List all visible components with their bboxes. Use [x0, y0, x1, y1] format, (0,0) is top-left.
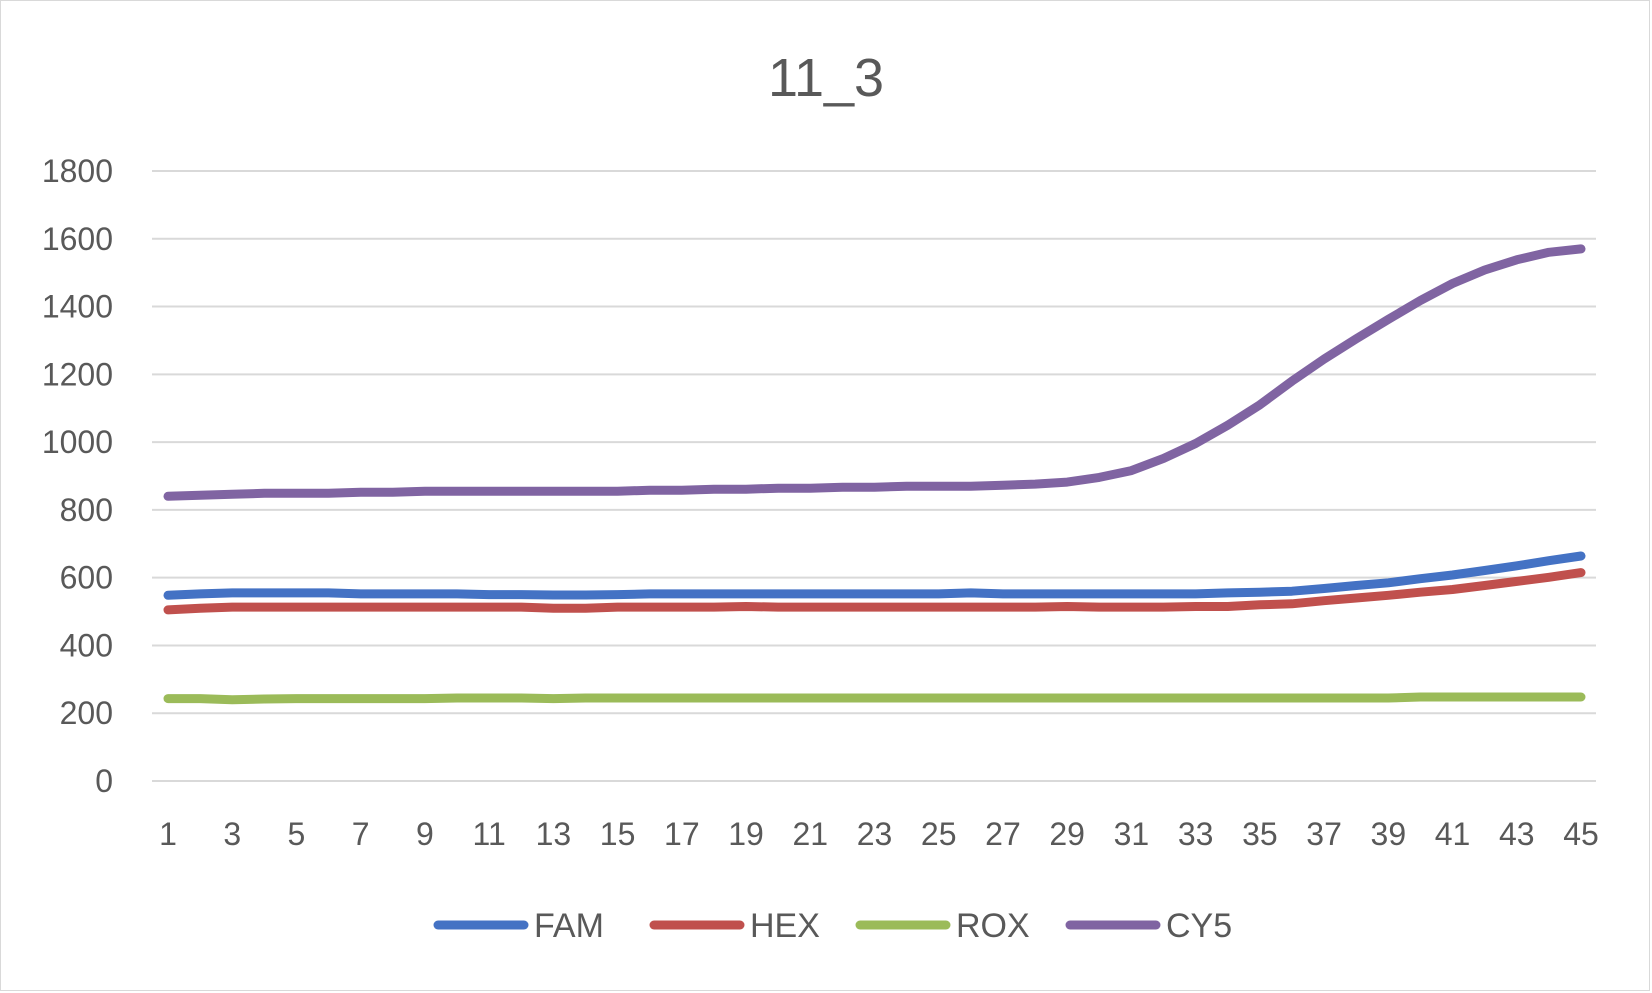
- x-tick-label: 19: [728, 816, 764, 852]
- x-tick-label: 31: [1114, 816, 1150, 852]
- y-tick-label: 1200: [42, 356, 113, 392]
- x-tick-label: 23: [857, 816, 893, 852]
- series-line-hex: [163, 568, 1586, 615]
- series-line-fam: [163, 551, 1586, 600]
- x-tick-label: 21: [792, 816, 828, 852]
- x-tick-label: 9: [416, 816, 434, 852]
- y-tick-label: 600: [60, 560, 113, 596]
- legend-label-fam: FAM: [534, 907, 604, 945]
- y-tick-label: 1600: [42, 221, 113, 257]
- x-tick-label: 41: [1435, 816, 1471, 852]
- x-tick-label: 33: [1178, 816, 1214, 852]
- y-tick-label: 1400: [42, 289, 113, 325]
- legend-label-rox: ROX: [956, 907, 1030, 945]
- x-tick-label: 17: [664, 816, 700, 852]
- y-axis-ticks: 0 200 400 600 800 1000 1200 1400 1600 1800: [42, 153, 113, 799]
- x-tick-label: 5: [288, 816, 306, 852]
- legend-label-cy5: CY5: [1166, 907, 1232, 945]
- x-tick-label: 15: [600, 816, 636, 852]
- x-tick-label: 35: [1242, 816, 1278, 852]
- x-axis-ticks: 1 3 5 7 9 11 13 15 17 19 21 23 25 27 29 31 33 35 37 39 41 43 4…: [159, 816, 1599, 852]
- y-tick-label: 400: [60, 627, 113, 663]
- grid-lines: [152, 170, 1596, 782]
- x-tick-label: 43: [1499, 816, 1535, 852]
- legend: FAM HEX ROX CY5: [433, 907, 1232, 945]
- y-tick-label: 1800: [42, 153, 113, 189]
- y-tick-label: 200: [60, 695, 113, 731]
- x-tick-label: 11: [473, 816, 506, 852]
- x-tick-label: 29: [1049, 816, 1085, 852]
- x-tick-label: 25: [921, 816, 957, 852]
- x-tick-label: 37: [1306, 816, 1342, 852]
- series-lines: [163, 244, 1586, 705]
- x-tick-label: 39: [1371, 816, 1407, 852]
- x-tick-label: 45: [1563, 816, 1599, 852]
- y-tick-label: 1000: [42, 424, 113, 460]
- x-tick-label: 27: [985, 816, 1021, 852]
- x-tick-label: 7: [352, 816, 370, 852]
- x-tick-label: 13: [536, 816, 572, 852]
- series-line-cy5: [163, 244, 1586, 501]
- y-tick-label: 0: [95, 763, 113, 799]
- chart-title: 11_3: [768, 48, 884, 108]
- y-tick-label: 800: [60, 492, 113, 528]
- x-tick-label: 3: [223, 816, 241, 852]
- x-tick-label: 1: [159, 816, 177, 852]
- legend-label-hex: HEX: [750, 907, 820, 945]
- series-line-rox: [163, 692, 1586, 705]
